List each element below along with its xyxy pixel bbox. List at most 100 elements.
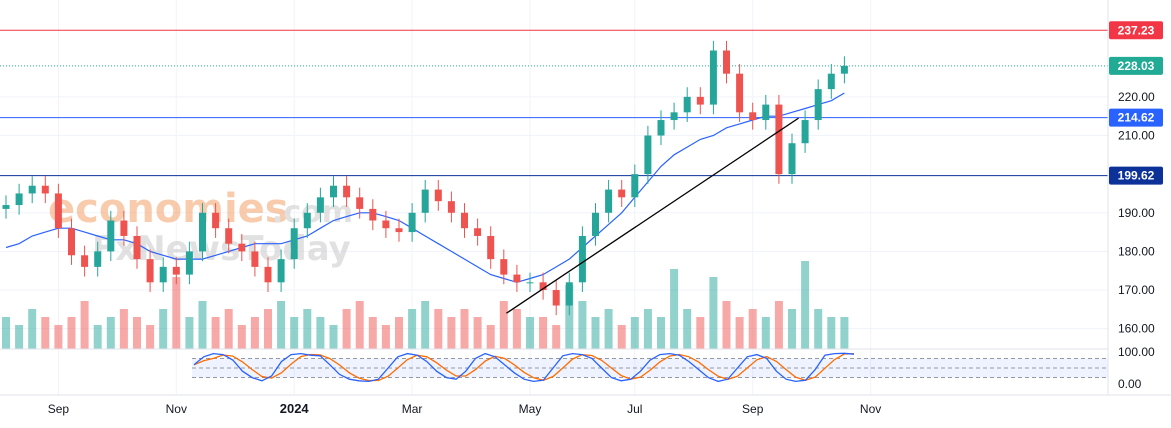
volume-bar (761, 317, 770, 349)
volume-bar (630, 317, 639, 349)
price-tick-label: 180.00 (1118, 244, 1155, 258)
volume-bar (512, 309, 521, 349)
volume-bar (15, 325, 24, 349)
candle (133, 226, 141, 269)
candle (552, 280, 560, 316)
candle (723, 40, 730, 84)
volume-bar (264, 309, 272, 349)
volume-bar (447, 317, 456, 349)
candle (94, 241, 102, 277)
volume-bar (591, 317, 600, 349)
candle-body (15, 193, 23, 206)
candle-body (408, 212, 416, 233)
candle (657, 110, 665, 146)
candle (316, 187, 324, 223)
watermark-line1-suffix: .com (272, 195, 353, 230)
candle (762, 94, 770, 130)
price-tags: 237.23 228.03 214.62 199.62 (1109, 21, 1163, 185)
volume-bar (146, 325, 155, 349)
volume-bar (748, 309, 757, 349)
candle (264, 257, 272, 292)
candle-body (54, 193, 62, 229)
candle (199, 203, 206, 262)
price-tag-label: 214.62 (1118, 111, 1155, 125)
candle-body (788, 143, 796, 175)
volume-bar (198, 301, 207, 349)
volume-bar (486, 325, 495, 349)
price-tag-bg (1109, 108, 1163, 127)
candle-body (68, 228, 75, 256)
candle-body (277, 259, 285, 283)
volume-bar (814, 309, 823, 349)
volume-bar (696, 317, 705, 349)
time-tick-label: Jul (627, 402, 642, 416)
candle (343, 176, 351, 207)
candle (487, 226, 495, 269)
volume-bar (539, 317, 548, 349)
volume-bar (827, 317, 836, 349)
candle-body (696, 96, 704, 105)
candle-body (316, 197, 324, 213)
candle (81, 245, 89, 277)
candle-body (592, 212, 599, 236)
candle (41, 176, 49, 204)
candle-body (447, 201, 455, 213)
candle-body (28, 185, 36, 194)
volume-bar (526, 317, 534, 349)
candle-body (775, 104, 783, 175)
time-axis[interactable]: Sep Nov 2024 Mar May Jul Sep Nov (0, 394, 1171, 416)
candle (526, 272, 534, 292)
volume-bar (709, 277, 718, 349)
volume-bar (133, 317, 141, 349)
volume-bar (552, 325, 561, 349)
candle (618, 179, 626, 207)
candle (565, 272, 573, 316)
volume-bar (840, 317, 849, 349)
candle-body (605, 189, 613, 213)
candle (578, 226, 586, 292)
volume-bar (277, 301, 286, 349)
trend-line[interactable] (506, 117, 799, 314)
time-tick-label: Nov (166, 402, 187, 416)
volume-bar (421, 301, 430, 349)
candle-body (107, 220, 115, 252)
candle (827, 64, 835, 99)
candle-body (461, 212, 468, 229)
candle (500, 249, 508, 285)
time-tick-label: 2024 (280, 401, 310, 416)
volume-bar (303, 309, 312, 349)
horizontal-levels (0, 29, 1108, 177)
volume-bar (643, 309, 652, 349)
candle (356, 187, 364, 219)
candle (434, 179, 442, 211)
candle (421, 179, 429, 223)
volume-bar (578, 301, 587, 349)
watermark: economies .com FxNewsToday (48, 186, 353, 269)
candle-body (657, 120, 665, 136)
price-tick-label: 170.00 (1118, 283, 1155, 297)
candle-body (827, 73, 835, 90)
volume-bar (774, 301, 783, 349)
price-tick-label: 160.00 (1118, 322, 1155, 336)
candle-body (421, 189, 429, 213)
candle (814, 79, 822, 130)
oscillator-tick-label: 0.00 (1118, 377, 1142, 391)
volume-bar (460, 309, 469, 349)
candle (408, 203, 416, 242)
candle (212, 203, 220, 238)
watermark-line1: economies (48, 186, 289, 232)
candle (107, 210, 115, 262)
volume-bar (434, 309, 443, 349)
candle-body (395, 228, 403, 233)
time-tick-label: Mar (402, 402, 423, 416)
candle (696, 87, 704, 115)
candle-body (330, 185, 337, 198)
volume-bar (54, 325, 63, 349)
candle-body (565, 282, 573, 306)
candle-body (382, 220, 390, 229)
price-axis[interactable]: 220.00 210.00 190.00 180.00 170.00 160.00 100.… (1107, 0, 1155, 395)
candle-body (749, 112, 757, 121)
candle (644, 125, 652, 184)
volume-bar (670, 269, 679, 349)
